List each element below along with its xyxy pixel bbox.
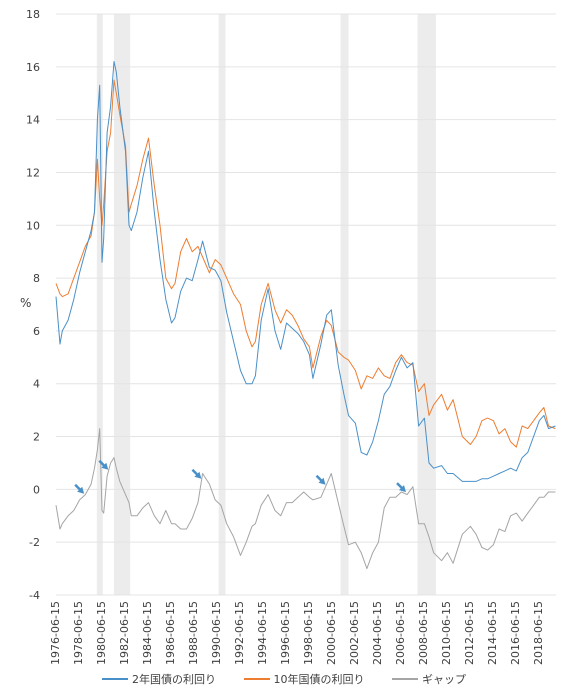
series-line-1 (55, 79, 556, 448)
y-tick-8: 8 (33, 272, 40, 285)
x-tick-11: 1998-06-15 (302, 601, 315, 665)
annotation-arrow-1 (98, 459, 109, 470)
y-tick--2: -2 (29, 536, 40, 549)
annotation-arrow-0 (74, 483, 85, 494)
x-tick-7: 1990-06-15 (210, 601, 223, 665)
y-tick-4: 4 (33, 378, 40, 391)
series-line-2 (55, 428, 556, 570)
annotation-arrows (74, 459, 406, 494)
recession-band-3 (340, 14, 349, 595)
legend-label-10y: 10年国債の利回り (273, 673, 365, 686)
x-tick-12: 2000-06-15 (325, 601, 338, 665)
x-tick-2: 1980-06-15 (95, 601, 108, 665)
recession-band-0 (96, 14, 103, 595)
arrow-head-0 (77, 486, 85, 494)
legend-item-gap: ギャップ (392, 671, 466, 687)
x-tick-8: 1992-06-15 (233, 601, 246, 665)
series-line-0 (55, 61, 556, 482)
arrow-head-1 (101, 462, 109, 470)
legend-item-10y: 10年国債の利回り (243, 671, 365, 687)
legend-swatch-10y (243, 678, 270, 680)
y-tick-2: 2 (33, 431, 40, 444)
y-tick-10: 10 (26, 219, 40, 232)
recession-band-2 (218, 14, 226, 595)
arrow-head-4 (399, 485, 406, 493)
x-tick-3: 1982-06-15 (118, 601, 131, 665)
legend-label-gap: ギャップ (422, 673, 466, 686)
y-tick-12: 12 (26, 166, 40, 179)
legend-swatch-gap (392, 678, 418, 680)
x-tick-19: 2014-06-15 (486, 601, 499, 665)
annotation-arrow-4 (396, 482, 406, 493)
y-tick-18: 18 (26, 8, 40, 21)
x-tick-20: 2016-06-15 (509, 601, 522, 665)
arrow-head-2 (194, 471, 202, 479)
x-tick-14: 2004-06-15 (371, 601, 384, 665)
y-tick-labels: -4 -2 0 2 4 6 8 10 12 14 16 18 (26, 8, 40, 602)
legend-swatch-2y (102, 678, 128, 680)
x-tick-17: 2010-06-15 (440, 601, 453, 665)
recession-band-4 (417, 14, 436, 595)
annotation-arrow-3 (315, 474, 326, 485)
arrow-head-3 (318, 477, 326, 485)
y-tick--4: -4 (29, 589, 40, 602)
x-tick-13: 2002-06-15 (348, 601, 361, 665)
x-tick-18: 2012-06-15 (463, 601, 476, 665)
series-lines (55, 61, 556, 570)
y-tick-14: 14 (26, 114, 40, 127)
x-tick-0: 1976-06-15 (49, 601, 62, 665)
x-tick-1: 1978-06-15 (72, 601, 85, 665)
legend-item-2y: 2年国債の利回り (102, 671, 216, 687)
legend: 2年国債の利回り 10年国債の利回り ギャップ (0, 670, 568, 687)
y-tick-6: 6 (33, 325, 40, 338)
y-gridlines (56, 13, 556, 596)
x-tick-15: 2006-06-15 (394, 601, 407, 665)
y-tick-16: 16 (26, 61, 40, 74)
x-tick-9: 1994-06-15 (256, 601, 269, 665)
recession-band-1 (114, 14, 131, 595)
recession-bands (96, 14, 436, 595)
legend-label-2y: 2年国債の利回り (132, 673, 216, 686)
y-tick-0: 0 (33, 483, 40, 496)
x-tick-6: 1988-06-15 (187, 601, 200, 665)
annotation-arrow-2 (191, 468, 202, 479)
x-tick-10: 1996-06-15 (279, 601, 292, 665)
x-tick-4: 1984-06-15 (141, 601, 154, 665)
y-axis-label: % (20, 296, 31, 310)
x-tick-16: 2008-06-15 (417, 601, 430, 665)
x-tick-21: 2018-06-15 (532, 601, 545, 665)
x-tick-5: 1986-06-15 (164, 601, 177, 665)
x-tick-labels: 1976-06-15 1978-06-15 1980-06-15 1982-06-15… (49, 601, 545, 665)
